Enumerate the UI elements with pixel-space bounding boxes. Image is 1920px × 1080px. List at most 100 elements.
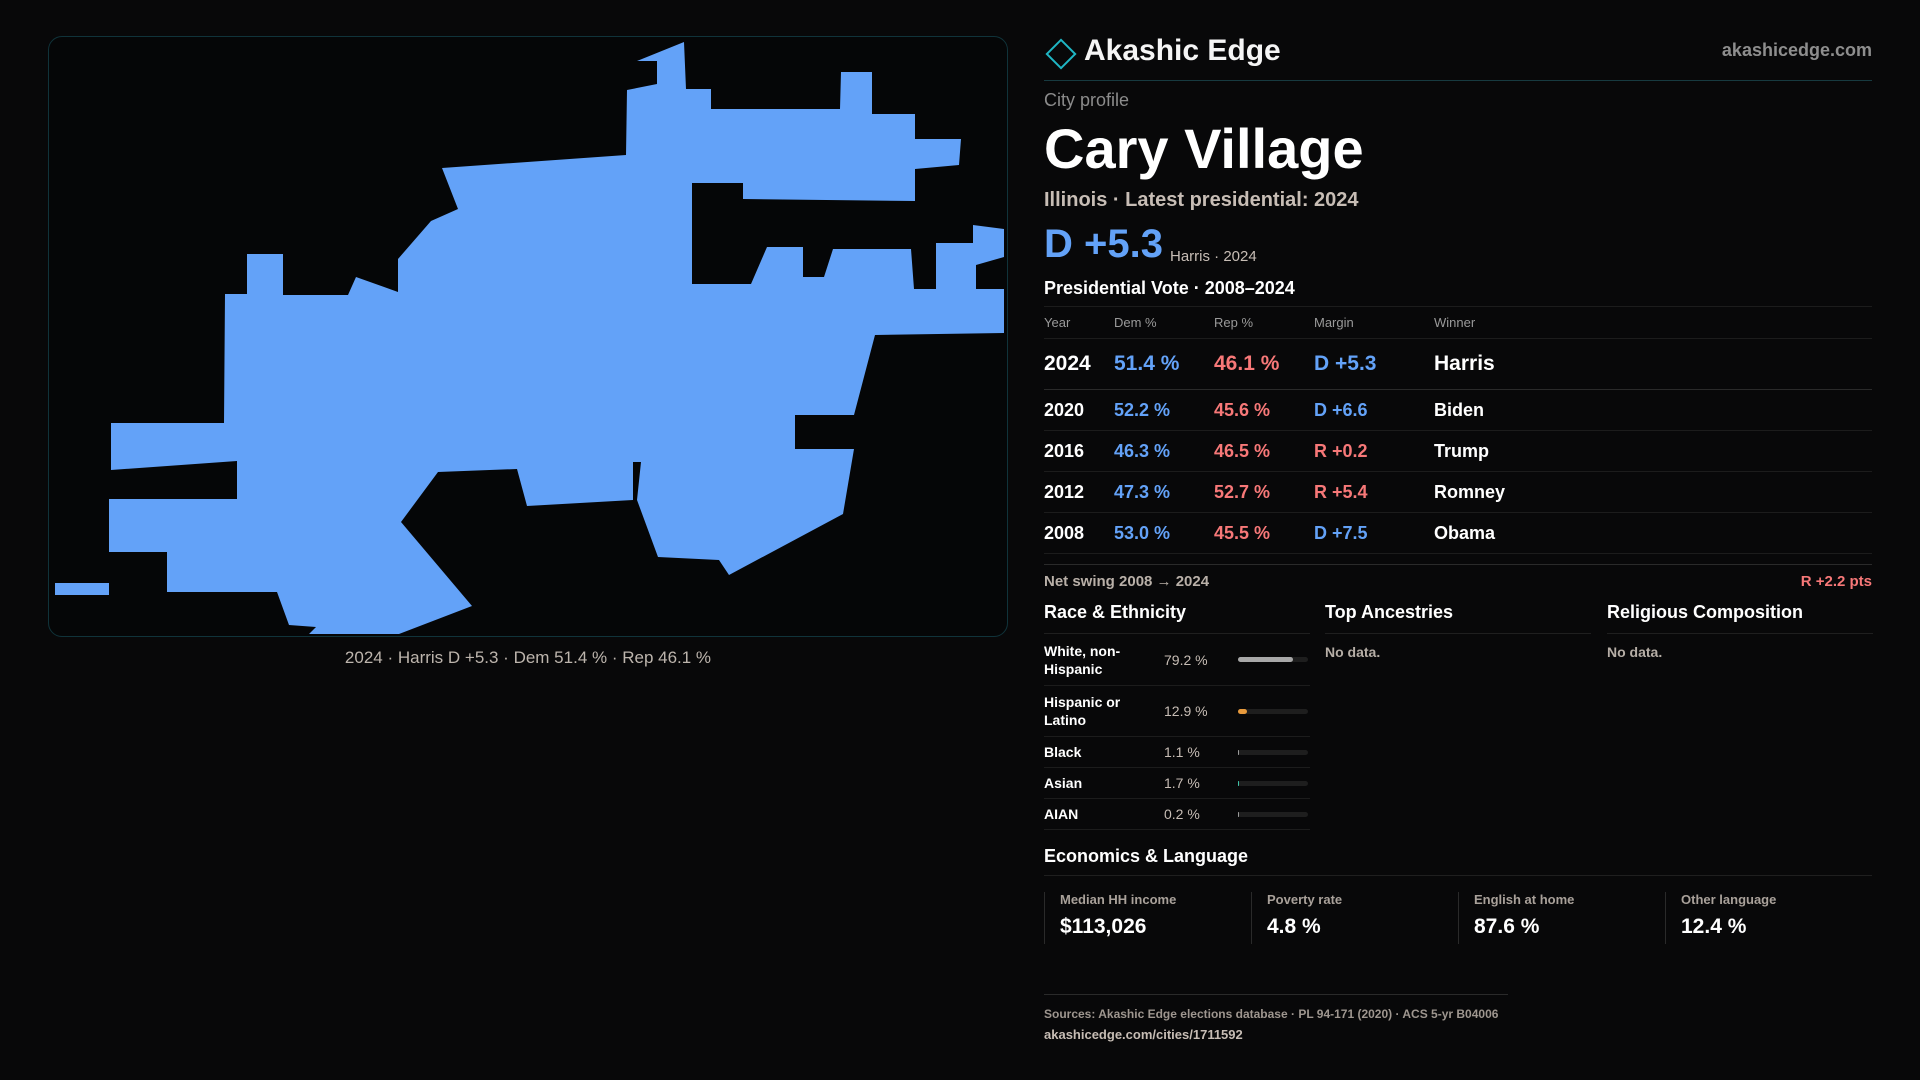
cell-margin: D +6.6 [1314, 389, 1434, 431]
race-ethnicity-section: Race & Ethnicity White, non-Hispanic 79.… [1044, 602, 1310, 830]
cell-year: 2016 [1044, 430, 1114, 472]
table-header-row: Year Dem % Rep % Margin Winner [1044, 306, 1872, 339]
religion-empty: No data. [1607, 644, 1663, 660]
cell-rep: 52.7 % [1214, 471, 1314, 513]
table-row: 2024 51.4 % 46.1 % D +5.3 Harris [1044, 338, 1872, 390]
profile-kicker: City profile [1044, 90, 1130, 110]
race-value: 0.2 % [1164, 806, 1200, 822]
ancestries-title: Top Ancestries [1325, 602, 1591, 634]
cell-winner: Romney [1434, 471, 1872, 513]
cell-winner: Harris [1434, 338, 1872, 390]
table-row: 2012 47.3 % 52.7 % R +5.4 Romney [1044, 471, 1872, 513]
race-bar-track [1238, 811, 1308, 817]
cell-dem: 51.4 % [1114, 338, 1214, 390]
cell-year: 2024 [1044, 338, 1114, 390]
race-bar-fill [1238, 811, 1240, 817]
profile-panel: Akashic Edge akashicedge.com City profil… [1044, 0, 1873, 1080]
stat-english-at-home: English at home 87.6 % [1458, 892, 1665, 944]
race-value: 79.2 % [1164, 651, 1208, 668]
stat-value: 4.8 % [1267, 915, 1321, 938]
brand-url-link[interactable]: akashicedge.com [1721, 40, 1872, 60]
column-header-margin: Margin [1314, 306, 1434, 339]
religion-title: Religious Composition [1607, 602, 1873, 634]
stat-label: Other language [1681, 892, 1777, 907]
cell-year: 2008 [1044, 512, 1114, 554]
race-row: Black 1.1 % [1044, 737, 1310, 768]
column-header-year: Year [1044, 306, 1114, 339]
stat-label: Median HH income [1060, 892, 1177, 907]
stat-value: 12.4 % [1681, 915, 1747, 938]
race-value: 12.9 % [1164, 703, 1208, 719]
table-row: 2020 52.2 % 45.6 % D +6.6 Biden [1044, 389, 1872, 431]
economics-stats: Median HH income $113,026 Poverty rate 4… [1044, 892, 1872, 944]
race-bar-fill [1238, 708, 1248, 714]
race-value: 1.1 % [1164, 744, 1200, 760]
race-bar-fill [1238, 657, 1294, 662]
race-bar-fill [1238, 780, 1240, 786]
stat-value: $113,026 [1060, 915, 1147, 938]
race-row: Asian 1.7 % [1044, 768, 1310, 799]
latest-margin-note: Harris · 2024 [1170, 248, 1257, 265]
cell-rep: 46.1 % [1214, 338, 1314, 390]
footer-divider [1044, 994, 1508, 995]
race-bar-track [1238, 780, 1308, 786]
stat-other-language: Other language 12.4 % [1665, 892, 1872, 944]
city-boundary-shape[interactable] [55, 42, 1004, 634]
cell-dem: 52.2 % [1114, 389, 1214, 431]
race-ethnicity-title: Race & Ethnicity [1044, 602, 1310, 634]
race-row: White, non-Hispanic 79.2 % [1044, 634, 1310, 686]
cell-rep: 45.5 % [1214, 512, 1314, 554]
brand-name: Akashic Edge [1084, 34, 1281, 67]
cell-margin: R +0.2 [1314, 430, 1434, 472]
economics-title: Economics & Language [1044, 846, 1249, 866]
cell-year: 2012 [1044, 471, 1114, 513]
stat-poverty-rate: Poverty rate 4.8 % [1251, 892, 1458, 944]
race-bar-fill [1238, 749, 1240, 755]
race-row: AIAN 0.2 % [1044, 799, 1310, 830]
cell-margin: D +5.3 [1314, 338, 1434, 390]
race-label: Asian [1044, 775, 1083, 791]
latest-margin: D +5.3 [1044, 222, 1163, 266]
page-url-link[interactable]: akashicedge.com/cities/1711592 [1044, 1027, 1243, 1042]
map-caption: 2024 · Harris D +5.3 · Dem 51.4 % · Rep … [344, 648, 712, 667]
cell-winner: Trump [1434, 430, 1872, 472]
cell-dem: 47.3 % [1114, 471, 1214, 513]
city-boundary-map[interactable] [49, 37, 1008, 637]
race-row: Hispanic or Latino 12.9 % [1044, 686, 1310, 737]
race-label: Hispanic or Latino [1044, 694, 1121, 728]
column-header-winner: Winner [1434, 306, 1872, 339]
city-title: Cary Village [1044, 117, 1364, 180]
race-bar-track [1238, 749, 1308, 755]
diamond-logo-icon [1045, 38, 1077, 70]
race-label: White, non-Hispanic [1044, 642, 1121, 677]
stat-median-income: Median HH income $113,026 [1044, 892, 1251, 944]
column-header-rep: Rep % [1214, 306, 1314, 339]
cell-year: 2020 [1044, 389, 1114, 431]
sources-note: Sources: Akashic Edge elections database… [1044, 1007, 1499, 1021]
race-value: 1.7 % [1164, 775, 1200, 791]
stat-label: English at home [1474, 892, 1575, 907]
table-row: 2008 53.0 % 45.5 % D +7.5 Obama [1044, 512, 1872, 554]
stat-label: Poverty rate [1267, 892, 1343, 907]
race-bar-track [1238, 708, 1308, 714]
table-row: 2016 46.3 % 46.5 % R +0.2 Trump [1044, 430, 1872, 472]
ancestries-section: Top Ancestries No data. [1325, 602, 1591, 660]
net-swing-label: Net swing 2008 → 2024 [1044, 573, 1210, 590]
race-bar-track [1238, 657, 1308, 662]
stat-value: 87.6 % [1474, 915, 1540, 938]
header-divider [1044, 80, 1872, 81]
city-subtitle: Illinois · Latest presidential: 2024 [1044, 189, 1359, 211]
ancestries-empty: No data. [1325, 644, 1381, 660]
cell-winner: Obama [1434, 512, 1872, 554]
brand[interactable]: Akashic Edge [1044, 34, 1281, 70]
cell-margin: R +5.4 [1314, 471, 1434, 513]
cell-margin: D +7.5 [1314, 512, 1434, 554]
presidential-vote-table: Year Dem % Rep % Margin Winner 2024 51.4… [1044, 306, 1872, 554]
economics-divider [1044, 875, 1872, 876]
presidential-vote-title: Presidential Vote · 2008–2024 [1044, 278, 1295, 298]
map-panel[interactable] [48, 36, 1008, 637]
cell-rep: 46.5 % [1214, 430, 1314, 472]
cell-dem: 46.3 % [1114, 430, 1214, 472]
cell-winner: Biden [1434, 389, 1872, 431]
race-label: Black [1044, 744, 1082, 760]
